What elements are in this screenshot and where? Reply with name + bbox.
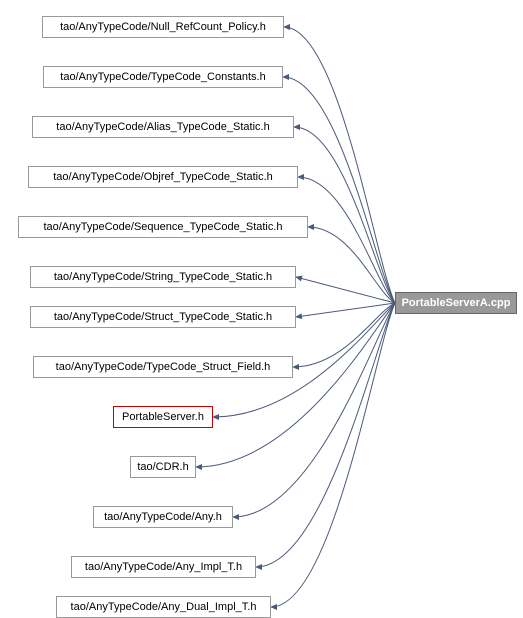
dep-node-7: tao/AnyTypeCode/TypeCode_Struct_Field.h [33, 356, 293, 378]
dep-node-0: tao/AnyTypeCode/Null_RefCount_Policy.h [42, 16, 284, 38]
edge-11 [256, 303, 395, 567]
edge-10 [233, 303, 395, 517]
edge-6 [296, 303, 395, 317]
dep-node-3: tao/AnyTypeCode/Objref_TypeCode_Static.h [28, 166, 298, 188]
edge-12 [271, 303, 395, 607]
edge-0 [284, 27, 395, 303]
edge-1 [283, 77, 395, 303]
root-node: PortableServerA.cpp [395, 292, 517, 314]
dep-node-9: tao/CDR.h [130, 456, 196, 478]
dep-node-10: tao/AnyTypeCode/Any.h [93, 506, 233, 528]
dep-node-8: PortableServer.h [113, 406, 213, 428]
dep-node-6: tao/AnyTypeCode/Struct_TypeCode_Static.h [30, 306, 296, 328]
dep-node-12: tao/AnyTypeCode/Any_Dual_Impl_T.h [56, 596, 271, 618]
dep-node-2: tao/AnyTypeCode/Alias_TypeCode_Static.h [32, 116, 294, 138]
edge-4 [308, 227, 395, 303]
edge-7 [293, 303, 395, 367]
dep-node-1: tao/AnyTypeCode/TypeCode_Constants.h [43, 66, 283, 88]
edge-2 [294, 127, 395, 303]
dep-node-5: tao/AnyTypeCode/String_TypeCode_Static.h [30, 266, 296, 288]
dep-node-11: tao/AnyTypeCode/Any_Impl_T.h [71, 556, 256, 578]
edge-5 [296, 277, 395, 303]
edge-3 [298, 177, 395, 303]
dep-node-4: tao/AnyTypeCode/Sequence_TypeCode_Static… [18, 216, 308, 238]
